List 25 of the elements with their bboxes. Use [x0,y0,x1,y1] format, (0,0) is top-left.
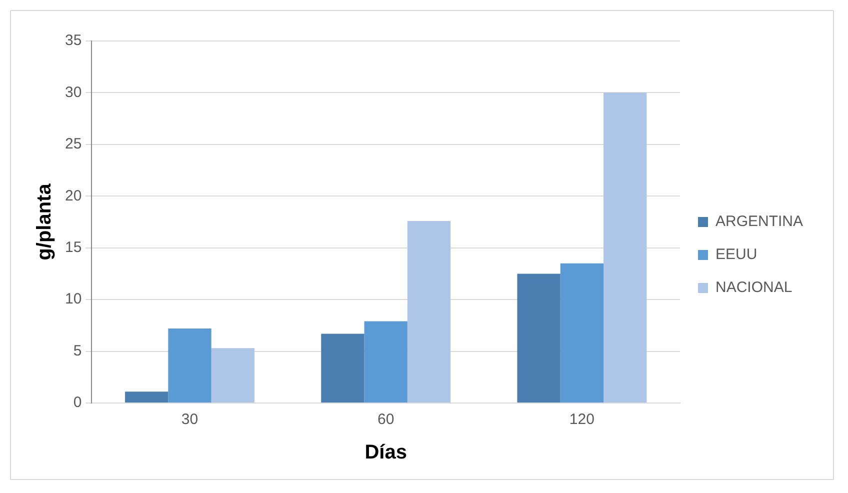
y-axis-title: g/planta [34,182,56,260]
y-tick-label: 10 [64,290,82,308]
legend-label: NACIONAL [715,279,792,296]
bar [364,321,408,402]
bar [517,274,560,402]
y-tick-label: 35 [64,32,82,50]
legend-label: ARGENTINA [715,213,804,230]
x-axis-title: Días [364,442,407,464]
y-tick-label: 15 [64,239,82,256]
y-tick-label: 20 [64,187,82,204]
bar [125,392,168,402]
bar [560,263,604,402]
y-tick-label: 5 [73,342,82,360]
x-tick-label: 120 [569,411,594,428]
y-tick-label: 25 [64,136,82,153]
legend-label: EEUU [715,246,758,264]
bar [604,92,647,402]
y-tick-label: 30 [64,84,82,101]
bar [407,220,451,402]
y-tick-label: 0 [73,394,82,412]
x-tick-label: 60 [377,411,394,428]
bar [211,348,254,402]
x-tick-label: 30 [181,411,198,428]
bar [321,334,364,402]
bar [168,328,212,402]
